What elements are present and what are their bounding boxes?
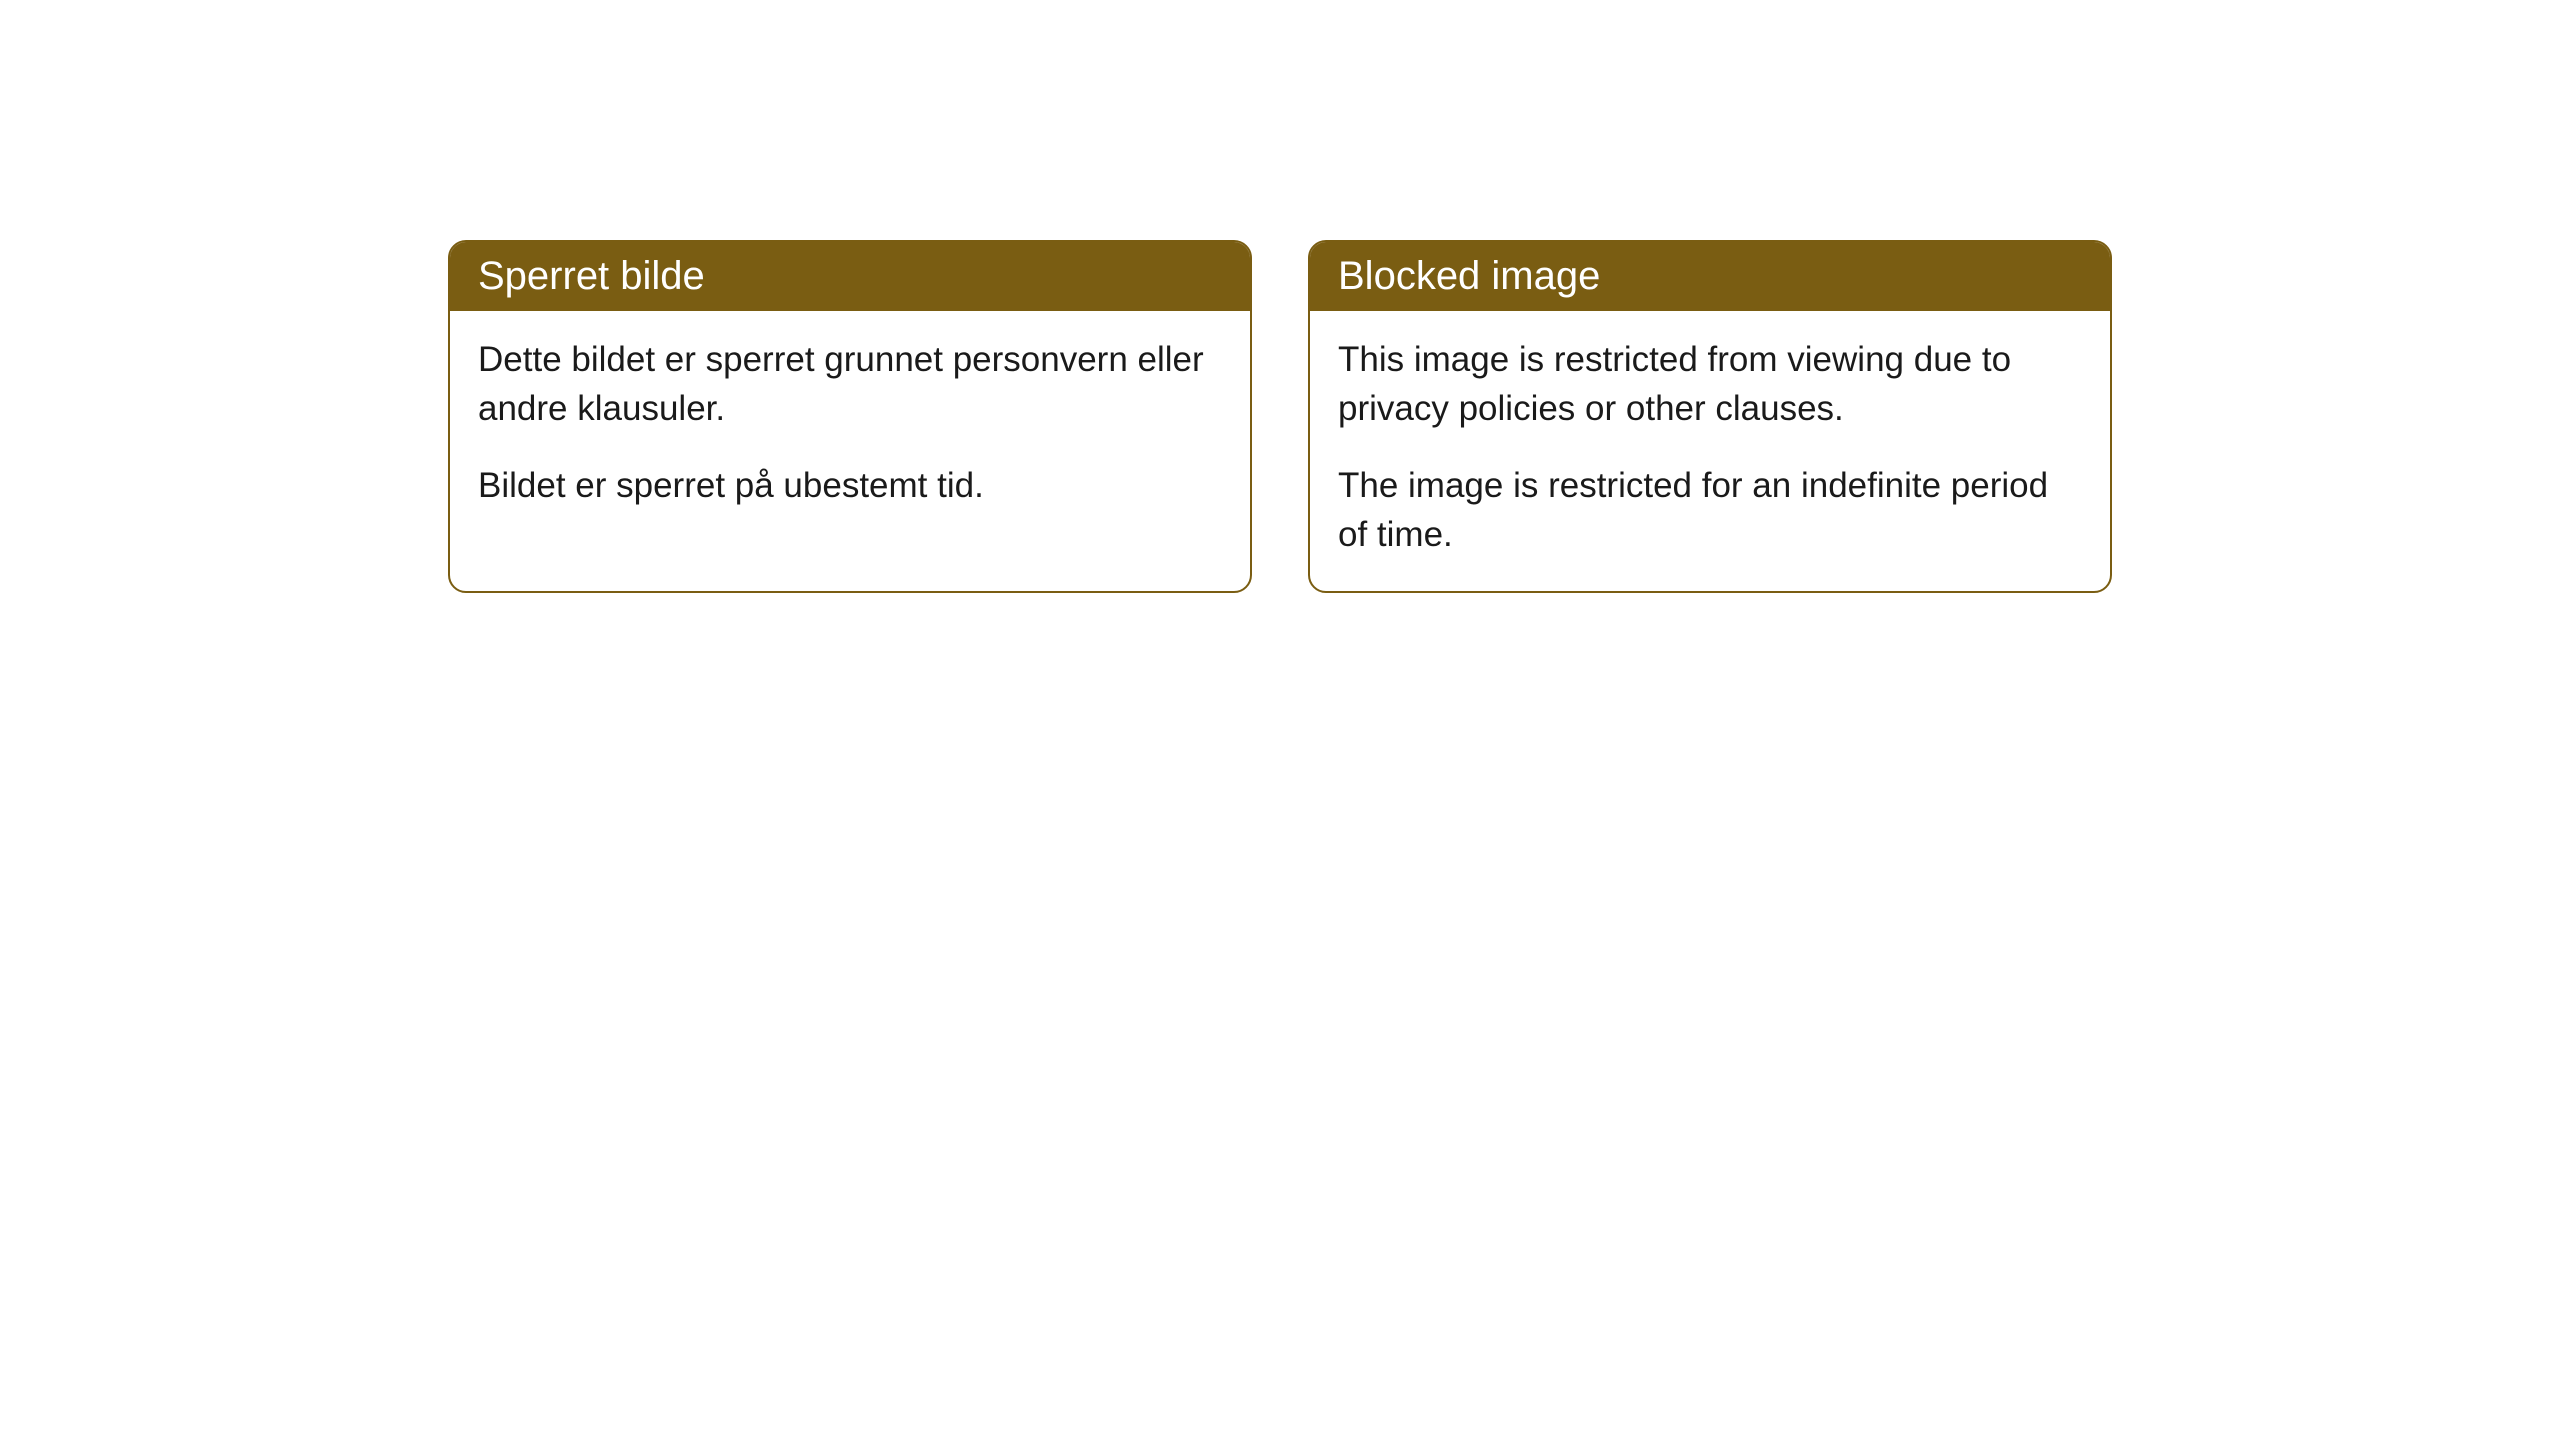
card-paragraph-no-1: Dette bildet er sperret grunnet personve…: [478, 335, 1222, 433]
card-paragraph-en-2: The image is restricted for an indefinit…: [1338, 461, 2082, 559]
card-title-en: Blocked image: [1338, 254, 1600, 298]
card-paragraph-no-2: Bildet er sperret på ubestemt tid.: [478, 461, 1222, 510]
card-paragraph-en-1: This image is restricted from viewing du…: [1338, 335, 2082, 433]
card-body-en: This image is restricted from viewing du…: [1310, 311, 2110, 591]
blocked-image-card-en: Blocked image This image is restricted f…: [1308, 240, 2112, 593]
card-header-no: Sperret bilde: [450, 242, 1250, 311]
card-body-no: Dette bildet er sperret grunnet personve…: [450, 311, 1250, 542]
notice-cards-container: Sperret bilde Dette bildet er sperret gr…: [448, 240, 2112, 593]
card-header-en: Blocked image: [1310, 242, 2110, 311]
blocked-image-card-no: Sperret bilde Dette bildet er sperret gr…: [448, 240, 1252, 593]
card-title-no: Sperret bilde: [478, 254, 705, 298]
